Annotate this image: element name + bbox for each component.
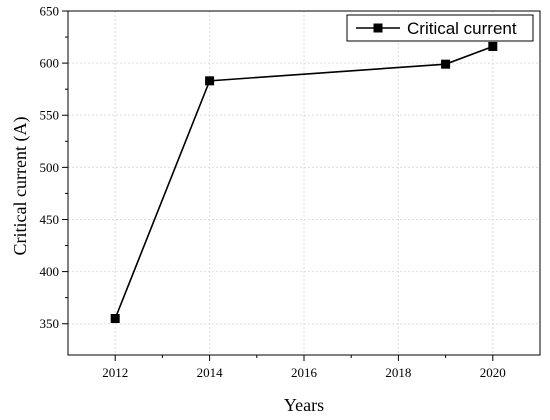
y-tick-label: 500 <box>40 160 60 175</box>
y-axis-title: Critical current (A) <box>10 117 31 256</box>
x-tick-label: 2014 <box>197 365 224 380</box>
y-tick-label: 650 <box>40 4 60 19</box>
x-ticks: 2012 2014 2016 2018 2020 <box>102 355 506 380</box>
x-tick-label: 2020 <box>480 365 506 380</box>
legend: Critical current <box>346 14 534 42</box>
legend-box <box>346 14 534 42</box>
x-axis-title: Years <box>284 395 324 415</box>
y-ticks: 350 400 450 500 550 600 650 <box>40 4 68 331</box>
x-tick-label: 2012 <box>102 365 128 380</box>
y-tick-label: 350 <box>40 316 60 331</box>
y-tick-label: 600 <box>40 56 60 71</box>
legend-label: Critical current <box>407 19 517 38</box>
x-tick-label: 2016 <box>291 365 318 380</box>
y-tick-label: 550 <box>40 108 60 123</box>
data-point-marker <box>110 314 120 324</box>
y-tick-label: 400 <box>40 264 60 279</box>
series-layer <box>110 41 498 324</box>
series-line <box>114 45 494 319</box>
y-tick-label: 450 <box>40 212 60 227</box>
data-point-marker <box>441 59 451 69</box>
legend-marker-square <box>373 23 383 33</box>
data-point-marker <box>488 41 498 51</box>
data-point-marker <box>205 76 215 86</box>
grid-lines <box>68 10 540 355</box>
x-tick-label: 2018 <box>385 365 411 380</box>
